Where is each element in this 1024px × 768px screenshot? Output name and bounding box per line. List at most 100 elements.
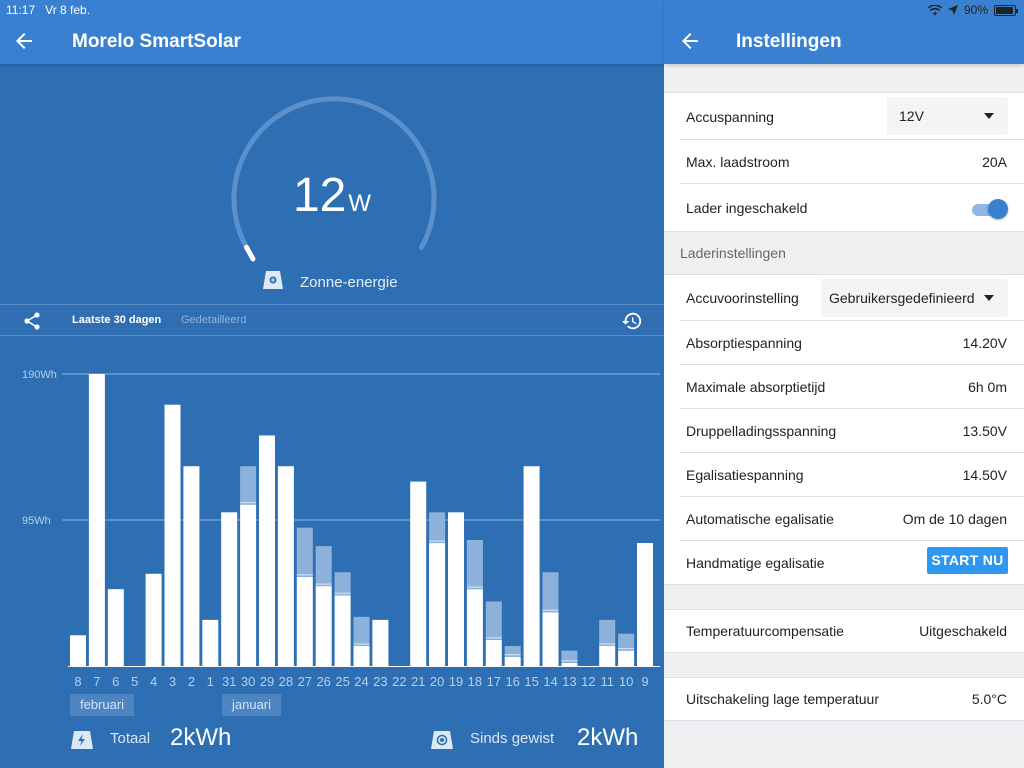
gauge-arc bbox=[231, 96, 437, 262]
x-tick-label: 12 bbox=[581, 674, 595, 689]
totals-bar: Totaal 2kWh Sinds gewist 2kWh bbox=[0, 720, 664, 768]
bar-4 bbox=[145, 573, 162, 666]
tab-detailed[interactable]: Gedetailleerd bbox=[181, 314, 247, 326]
bar-16 bbox=[504, 656, 521, 666]
battery-voltage-select[interactable]: 12V bbox=[887, 97, 1008, 135]
bar-23 bbox=[372, 619, 389, 666]
page-title: Morelo SmartSolar bbox=[72, 31, 241, 52]
bar-15 bbox=[523, 466, 540, 666]
bar-stack-20 bbox=[429, 512, 446, 544]
share-icon[interactable] bbox=[22, 311, 42, 331]
y-tick-label: 95Wh bbox=[22, 515, 51, 527]
x-tick-label: 27 bbox=[298, 674, 312, 689]
max-charge-current-value: 20A bbox=[982, 154, 1007, 170]
auto-equalization-value: Om de 10 dagen bbox=[902, 511, 1007, 527]
equalization-voltage-value: 14.50V bbox=[962, 467, 1007, 483]
bar-6 bbox=[107, 589, 124, 666]
x-tick-label: 31 bbox=[222, 674, 236, 689]
bar-18 bbox=[466, 589, 483, 666]
low-temp-cutoff-row[interactable]: Uitschakeling lage temperatuur 5.0°C bbox=[664, 677, 1024, 721]
manual-equalization-row: Handmatige egalisatie START NU bbox=[664, 541, 1024, 585]
float-voltage-row[interactable]: Druppelladingsspanning 13.50V bbox=[664, 409, 1024, 453]
tab-last-30-days[interactable]: Laatste 30 dagen bbox=[72, 314, 162, 326]
back-arrow-icon[interactable] bbox=[678, 29, 702, 53]
bar-14 bbox=[542, 612, 559, 666]
auto-equalization-label: Automatische egalisatie bbox=[686, 511, 834, 527]
bar-29 bbox=[259, 435, 275, 666]
x-tick-label: 6 bbox=[112, 674, 119, 689]
x-tick-label: 16 bbox=[505, 674, 519, 689]
x-tick-label: 11 bbox=[600, 674, 614, 689]
temp-compensation-row[interactable]: Temperatuurcompensatie Uitgeschakeld bbox=[664, 609, 1024, 653]
battery-icon bbox=[994, 4, 1018, 16]
history-icon[interactable] bbox=[621, 310, 643, 332]
max-charge-current-row[interactable]: Max. laadstroom 20A bbox=[664, 140, 1024, 184]
bar-13 bbox=[561, 662, 578, 666]
bar-26 bbox=[315, 586, 332, 666]
battery-preset-label: Accuvoorinstelling bbox=[686, 290, 799, 306]
x-tick-label: 13 bbox=[562, 674, 576, 689]
manual-equalization-label: Handmatige egalisatie bbox=[686, 554, 825, 571]
status-bar-indicators: 90% bbox=[927, 3, 1018, 17]
absorption-voltage-row[interactable]: Absorptiespanning 14.20V bbox=[664, 321, 1024, 365]
equalization-voltage-row[interactable]: Egalisatiespanning 14.50V bbox=[664, 453, 1024, 497]
bar-8 bbox=[70, 635, 86, 666]
x-tick-label: 18 bbox=[468, 674, 482, 689]
x-tick-label: 4 bbox=[150, 674, 157, 689]
float-voltage-value: 13.50V bbox=[962, 423, 1007, 439]
bar-7 bbox=[88, 374, 105, 666]
max-absorption-time-row[interactable]: Maximale absorptietijd 6h 0m bbox=[664, 365, 1024, 409]
y-tick-label: 190Wh bbox=[22, 369, 57, 381]
settings-header: Instellingen bbox=[664, 0, 1024, 64]
x-tick-label: 5 bbox=[131, 674, 138, 689]
location-icon bbox=[947, 5, 958, 15]
bar-11 bbox=[599, 646, 616, 666]
chevron-down-icon bbox=[984, 113, 994, 119]
x-tick-label: 30 bbox=[241, 674, 255, 689]
bar-stack-17 bbox=[485, 601, 502, 640]
bar-stack-24 bbox=[353, 616, 370, 647]
x-tick-label: 19 bbox=[449, 674, 463, 689]
power-gauge: 12W Zonne-energie bbox=[0, 64, 664, 304]
x-tick-label: 17 bbox=[487, 674, 501, 689]
battery-preset-value: Gebruikersgedefinieerd bbox=[829, 290, 975, 306]
battery-voltage-row: Accuspanning 12V bbox=[664, 92, 1024, 140]
bar-17 bbox=[485, 639, 502, 666]
battery-percent: 90% bbox=[963, 3, 988, 17]
since-reset-label: Sinds gewist bbox=[470, 730, 555, 747]
battery-voltage-value: 12V bbox=[899, 108, 924, 124]
start-now-button[interactable]: START NU bbox=[927, 547, 1008, 574]
status-bar: 11:17 Vr 8 feb. 90% bbox=[0, 0, 1024, 20]
bar-stack-10 bbox=[618, 633, 635, 651]
x-tick-label: 28 bbox=[279, 674, 293, 689]
charger-enabled-toggle[interactable] bbox=[970, 198, 1008, 220]
solar-panel-icon bbox=[263, 271, 283, 289]
auto-equalization-row[interactable]: Automatische egalisatie Om de 10 dagen bbox=[664, 497, 1024, 541]
lightning-icon bbox=[71, 731, 93, 749]
equalization-voltage-label: Egalisatiespanning bbox=[686, 467, 804, 483]
section-charger-settings: Laderinstellingen bbox=[664, 232, 1024, 274]
back-arrow-icon[interactable] bbox=[12, 29, 36, 53]
bar-stack-30 bbox=[240, 466, 257, 505]
bar-stack-25 bbox=[334, 572, 351, 596]
solar-pane: Morelo SmartSolar 12W Zonne-energie Laat… bbox=[0, 0, 664, 768]
x-tick-label: 7 bbox=[93, 674, 100, 689]
bar-21 bbox=[410, 481, 427, 666]
battery-preset-select[interactable]: Gebruikersgedefinieerd bbox=[821, 279, 1008, 317]
bar-30 bbox=[240, 504, 257, 666]
bar-stack-14 bbox=[542, 572, 559, 613]
power-readout: 12W bbox=[0, 168, 664, 223]
low-temp-cutoff-label: Uitschakeling lage temperatuur bbox=[686, 691, 879, 707]
bar-25 bbox=[334, 595, 351, 666]
x-tick-label: 9 bbox=[641, 674, 648, 689]
bar-stack-13 bbox=[561, 650, 578, 663]
status-time: 11:17 bbox=[6, 3, 36, 17]
chart-toolbar: Laatste 30 dagen Gedetailleerd bbox=[0, 304, 664, 336]
bar-24 bbox=[353, 646, 370, 666]
temp-compensation-label: Temperatuurcompensatie bbox=[686, 623, 844, 639]
float-voltage-label: Druppelladingsspanning bbox=[686, 423, 837, 439]
bar-stack-16 bbox=[504, 646, 521, 657]
x-tick-label: 22 bbox=[392, 674, 406, 689]
bar-10 bbox=[618, 650, 635, 666]
